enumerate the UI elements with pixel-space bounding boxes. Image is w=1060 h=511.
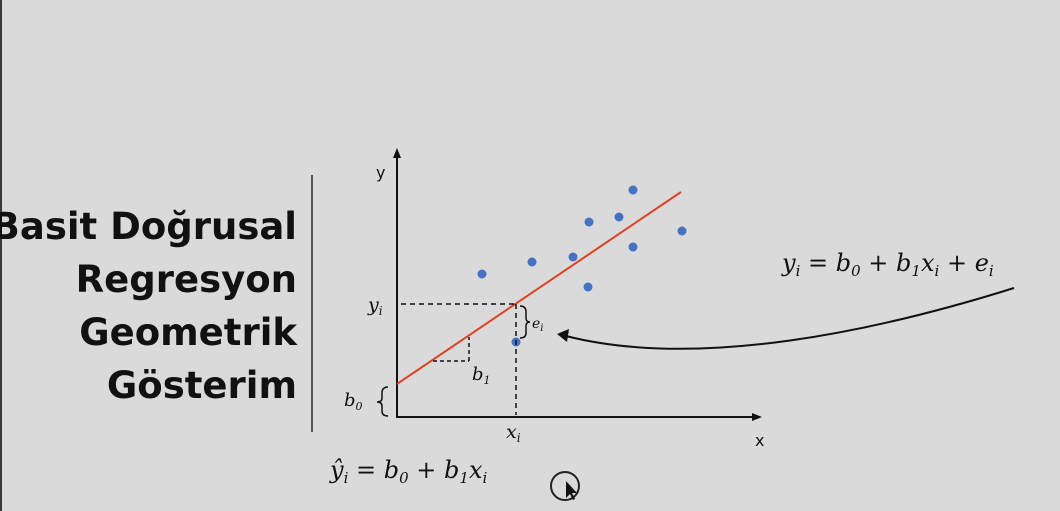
scatter-points (477, 185, 687, 347)
label-yi: yi (367, 294, 383, 318)
pointer-arrowhead (557, 329, 569, 342)
title-line-1: Basit Doğrusal (0, 205, 297, 248)
label-ei: ei (532, 316, 544, 334)
data-point (583, 282, 593, 292)
residual-bracket (519, 305, 531, 339)
vertical-divider (311, 175, 313, 432)
data-point (628, 185, 638, 195)
data-point (568, 252, 578, 262)
pointer-arrow (565, 287, 1015, 350)
y-axis-arrow (393, 148, 401, 158)
title-line-3: Geometrik (79, 311, 297, 354)
data-point (477, 269, 487, 279)
window-left-border (0, 0, 2, 511)
label-xi: xi (506, 421, 521, 445)
title-line-2: Regresyon (75, 258, 297, 301)
data-point (677, 226, 687, 236)
label-b0: b0 (344, 390, 363, 413)
data-point (584, 217, 594, 227)
regression-line (396, 191, 682, 385)
x-axis-arrow (752, 413, 762, 421)
mouse-cursor-icon (550, 471, 580, 501)
equation-observed: yi = b0 + b1xi + ei (781, 249, 994, 280)
title-line-4: Gösterim (106, 364, 297, 407)
intercept-bracket (376, 386, 389, 417)
y-axis-label: y (376, 163, 385, 182)
equation-fitted: ŷi = b0 + b1xi (329, 456, 488, 487)
label-b1: b1 (472, 364, 491, 387)
data-point (527, 257, 537, 267)
data-point (614, 212, 624, 222)
slide-title: Basit Doğrusal Regresyon Geometrik Göste… (0, 200, 297, 412)
data-point (628, 242, 638, 252)
x-axis-label: x (755, 431, 764, 450)
